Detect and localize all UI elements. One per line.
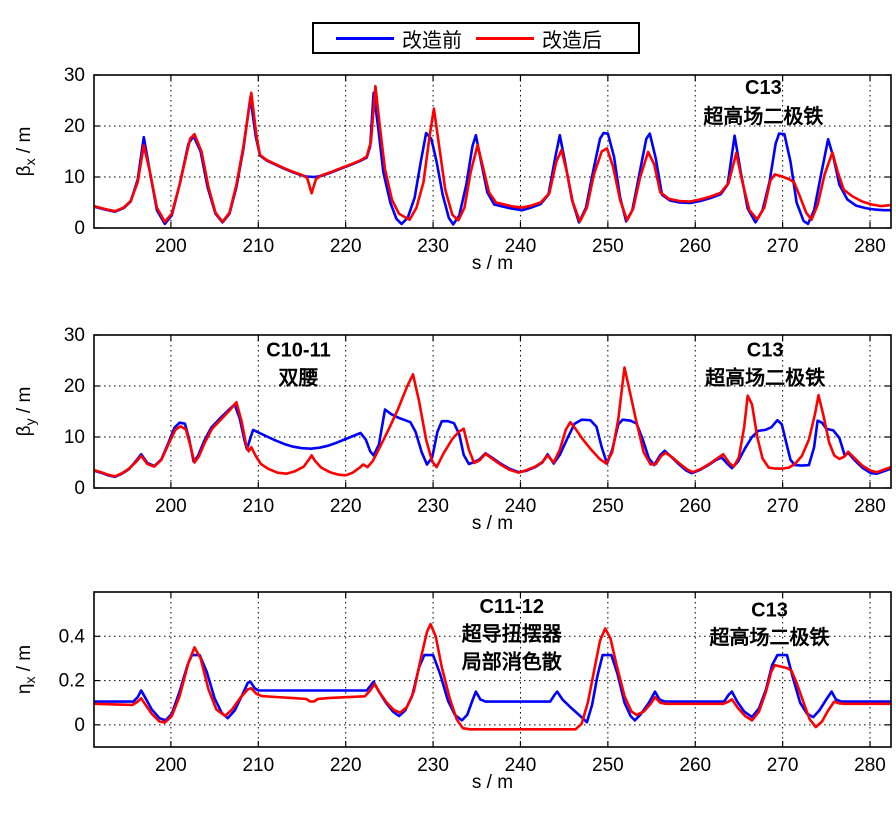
- x-axis-label: s / m: [472, 253, 513, 274]
- y-axis-label: βy / m: [14, 387, 38, 437]
- x-axis-label: s / m: [472, 513, 513, 534]
- x-tick-label: 200: [155, 755, 187, 776]
- series-改造前: [94, 403, 891, 479]
- series-改造后: [94, 622, 891, 731]
- annotation: 超导扭摆器: [461, 622, 563, 646]
- axis-box: [93, 591, 892, 748]
- annotation: C13: [747, 339, 784, 361]
- annotation: C11-12: [479, 596, 544, 618]
- x-tick-label: 280: [854, 496, 886, 517]
- annotation: C13: [751, 599, 788, 621]
- x-tick-label: 250: [592, 755, 624, 776]
- annotation: C10-11: [266, 339, 331, 361]
- y-axis-label: βx / m: [14, 127, 38, 177]
- legend-swatch-after: [476, 36, 534, 40]
- x-tick-label: 220: [330, 236, 362, 257]
- legend-label-after: 改造后: [542, 29, 602, 52]
- x-tick-label: 260: [679, 496, 711, 517]
- x-tick-label: 220: [330, 496, 362, 517]
- x-tick-label: 210: [242, 755, 274, 776]
- y-tick-label: 0.4: [59, 626, 86, 647]
- y-axis-label: ηx / m: [14, 645, 38, 694]
- y-tick-label: 20: [64, 116, 85, 137]
- x-tick-label: 270: [767, 755, 799, 776]
- x-tick-label: 240: [505, 236, 537, 257]
- y-tick-label: 0: [74, 715, 85, 736]
- annotation: 超高场二极铁: [704, 365, 825, 389]
- annotation: 超高场二极铁: [709, 625, 830, 649]
- x-tick-label: 270: [767, 236, 799, 257]
- y-tick-label: 30: [64, 325, 85, 346]
- x-tick-label: 210: [242, 496, 274, 517]
- annotation: 超高场二极铁: [702, 104, 823, 128]
- beta-x-panel: 200 210 220 230 240 250 260 270 280 s / m 0 10 20 30 β…: [14, 65, 892, 274]
- x-tick-label: 200: [155, 496, 187, 517]
- x-tick-label: 240: [505, 496, 537, 517]
- annotation: 双腰: [278, 366, 318, 389]
- series-改造后: [94, 366, 891, 478]
- x-tick-label: 250: [592, 496, 624, 517]
- axis-box: [93, 74, 892, 229]
- annotation: 局部消色散: [461, 649, 563, 673]
- x-tick-label: 230: [417, 496, 449, 517]
- y-tick-label: 0: [74, 218, 85, 239]
- beta-y-panel: 200 210 220 230 240 250 260 270 280 s / m 0 10 20 30 β…: [14, 325, 892, 534]
- x-tick-label: 270: [767, 496, 799, 517]
- y-tick-label: 10: [64, 427, 85, 448]
- y-tick-label: 20: [64, 376, 85, 397]
- x-tick-label: 280: [854, 755, 886, 776]
- x-tick-label: 220: [330, 755, 362, 776]
- series-改造后: [94, 84, 891, 224]
- x-tick-label: 210: [242, 236, 274, 257]
- x-tick-label: 200: [155, 236, 187, 257]
- x-tick-label: 280: [854, 236, 886, 257]
- x-tick-label: 230: [417, 755, 449, 776]
- axis-box: [93, 334, 892, 489]
- y-tick-label: 0: [74, 478, 85, 499]
- x-axis-label: s / m: [472, 772, 513, 793]
- x-tick-label: 260: [679, 755, 711, 776]
- y-tick-label: 30: [64, 65, 85, 86]
- legend-label-before: 改造前: [402, 29, 462, 52]
- y-tick-label: 0.2: [59, 671, 85, 692]
- x-tick-label: 240: [505, 755, 537, 776]
- eta-x-panel: 200 210 220 230 240 250 260 270 280 s / m 0 0.2 0.4 η…: [14, 591, 892, 793]
- legend: 改造前 改造后: [312, 22, 640, 54]
- x-tick-label: 250: [592, 236, 624, 257]
- annotation: C13: [745, 77, 782, 99]
- legend-swatch-before: [336, 36, 394, 40]
- y-tick-label: 10: [64, 167, 85, 188]
- x-tick-label: 260: [679, 236, 711, 257]
- x-tick-label: 230: [417, 236, 449, 257]
